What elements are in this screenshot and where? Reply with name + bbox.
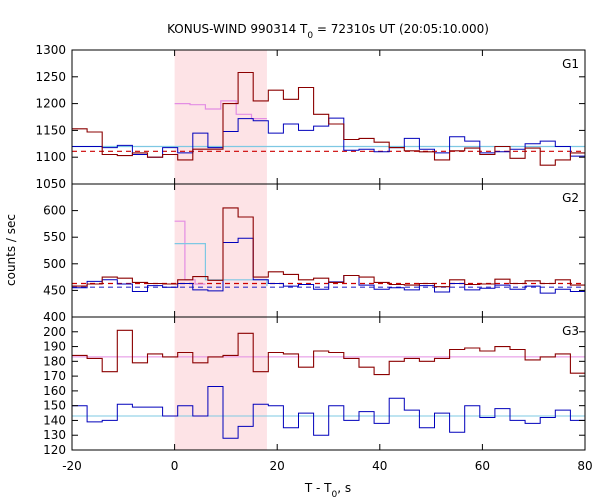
panel-plot [72, 71, 585, 166]
y-tick-label: 130 [43, 428, 66, 442]
y-tick-label: 600 [43, 204, 66, 218]
red-series-histogram [72, 329, 585, 376]
x-tick-label: -20 [62, 459, 82, 473]
panel-g2: 400 450 500 550 600 G2 [43, 183, 586, 324]
y-tick-label: 400 [43, 310, 66, 324]
y-tick-label: 200 [43, 325, 66, 339]
y-tick-label: 160 [43, 384, 66, 398]
x-axis-label: T - T0, s [304, 481, 351, 500]
panel-frame [71, 183, 586, 318]
highlight-interval [174, 317, 267, 450]
y-tick-label: 120 [43, 443, 66, 457]
cyan-fit-curve [174, 243, 268, 287]
y-tick-label: 190 [43, 340, 66, 354]
x-tick-label: 20 [270, 459, 285, 473]
panel-plot [72, 207, 585, 294]
y-tick-label: 1050 [35, 177, 66, 191]
panel-plot [72, 329, 585, 439]
y-tick-label: 1150 [35, 123, 66, 137]
x-tick-label: 60 [475, 459, 490, 473]
y-tick-label: 170 [43, 369, 66, 383]
pink-fit-curve [174, 100, 267, 120]
y-tick-label: 1250 [35, 70, 66, 84]
xlabel-subscript: 0 [332, 490, 338, 500]
title-subscript: 0 [307, 31, 313, 41]
red-series-histogram [72, 207, 585, 288]
highlight-interval [174, 184, 267, 317]
y-tick-label: 450 [43, 283, 66, 297]
red-series-histogram [72, 71, 585, 166]
y-tick-label: 140 [43, 413, 66, 427]
panel-frame [71, 316, 586, 451]
y-tick-label: 1100 [35, 150, 66, 164]
y-axis-label: counts / sec [4, 214, 18, 286]
x-tick-label: 80 [577, 459, 592, 473]
panel-label: G3 [562, 324, 579, 338]
y-tick-label: 1300 [35, 43, 66, 57]
panel-label: G1 [562, 57, 579, 71]
blue-series-histogram [72, 386, 585, 439]
highlight-interval [174, 50, 267, 184]
chart-title: KONUS-WIND 990314 T0 = 72310s UT (20:05:… [167, 22, 489, 41]
panels: 105011001150120012501300G140045050055060… [35, 43, 592, 473]
y-tick-label: 180 [43, 354, 66, 368]
blue-series-histogram [72, 117, 585, 158]
y-tick-label: 550 [43, 230, 66, 244]
panel-g1: 1050 1100 1150 1200 1250 1300 G1 [35, 43, 586, 191]
y-tick-label: 1200 [35, 97, 66, 111]
x-tick-label: 0 [171, 459, 179, 473]
panel-label: G2 [562, 191, 579, 205]
y-tick-label: 150 [43, 399, 66, 413]
x-tick-label: 40 [372, 459, 387, 473]
y-tick-label: 500 [43, 257, 66, 271]
blue-series-histogram [72, 237, 585, 294]
